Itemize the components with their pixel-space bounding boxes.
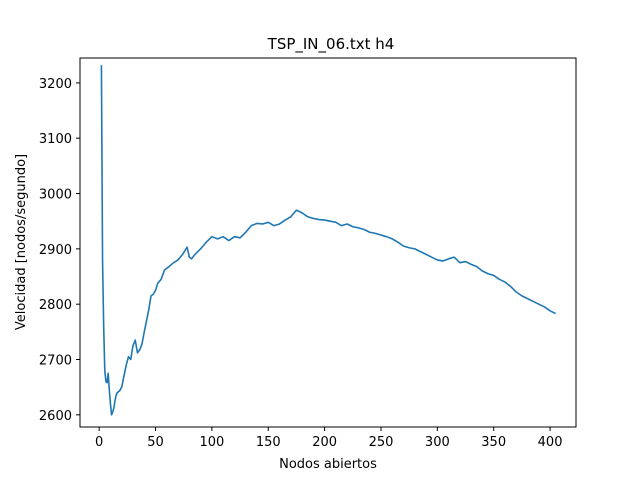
y-tick-label: 2700 — [39, 354, 72, 369]
x-tick-label: 300 — [425, 435, 450, 450]
y-axis: 2600 2700 2800 2900 3000 3100 3200 — [39, 77, 80, 424]
x-axis-label: Nodos abiertos — [279, 457, 377, 472]
y-tick-label: 3200 — [39, 77, 72, 92]
chart-title: TSP_IN_06.txt h4 — [267, 35, 395, 54]
series-line — [100, 65, 557, 416]
x-tick-label: 250 — [369, 435, 394, 450]
y-tick-label: 2800 — [39, 298, 72, 313]
x-tick-label: 100 — [199, 435, 224, 450]
y-tick-label: 3000 — [39, 188, 72, 203]
x-tick-label: 350 — [481, 435, 506, 450]
y-tick-label: 2600 — [39, 409, 72, 424]
series-layer — [100, 65, 557, 416]
x-tick-label: 200 — [312, 435, 337, 450]
x-tick-label: 400 — [538, 435, 563, 450]
x-axis: 0 50 100 150 200 250 300 350 400 — [95, 427, 562, 450]
y-tick-label: 3100 — [39, 132, 72, 147]
x-tick-label: 150 — [256, 435, 281, 450]
y-tick-label: 2900 — [39, 243, 72, 258]
y-axis-label: Velocidad [nodos/segundo] — [14, 154, 29, 330]
plot-area-frame — [79, 57, 577, 428]
x-tick-label: 50 — [147, 435, 164, 450]
x-tick-label: 0 — [95, 435, 103, 450]
